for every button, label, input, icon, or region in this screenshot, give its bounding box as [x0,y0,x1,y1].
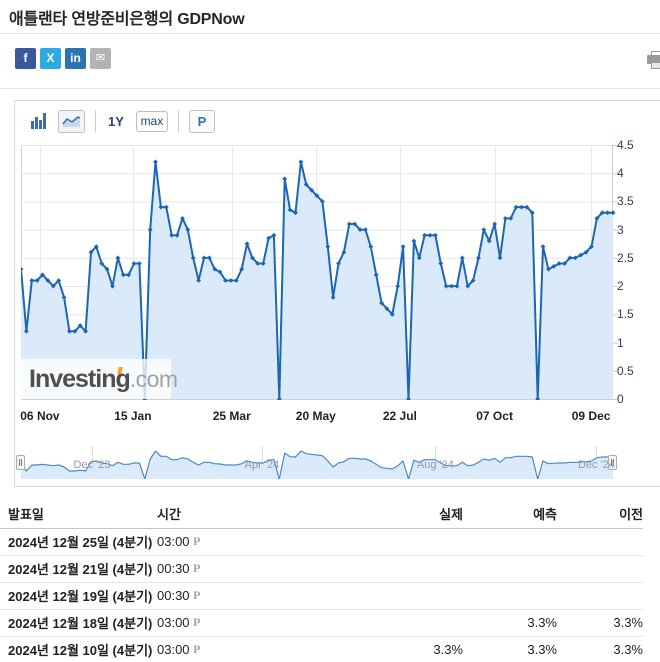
navigator-label: Dec '23 [73,459,111,471]
previous-value: 3.3% [557,636,643,662]
area-icon-glyph [62,115,81,127]
y-axis-label: 0 [617,392,624,406]
range-max-button[interactable]: max [135,110,168,132]
actual-value [300,555,463,583]
actual-value [300,582,463,610]
navigator-left-handle[interactable] [16,455,25,470]
y-axis-label: 3.5 [617,194,634,209]
investing-watermark: Investing .com [21,359,178,399]
print-icon-body [647,55,660,64]
y-axis-label: 1 [617,335,624,350]
previous-value [557,555,643,583]
preliminary-icon[interactable]: P [193,533,201,548]
navigator-right-handle[interactable] [608,455,617,470]
time-value: 00:30 [157,587,190,603]
range-1y-button[interactable]: 1Y [108,113,124,129]
preliminary-icon[interactable]: P [193,560,201,575]
forecast-value [463,528,557,556]
forecast-value: 3.3% [463,609,557,637]
preliminary-icon[interactable]: P [193,614,201,629]
y-axis-label: 1.5 [617,307,634,322]
chart-toolbar: 1Y max P [15,101,655,141]
table-header-row: 발표일 시간 실제 예측 이전 [0,500,643,529]
preliminary-filter-button[interactable]: P [188,109,215,133]
x-axis-label: 06 Nov [20,409,60,423]
gdpnow-area-chart[interactable] [21,145,619,400]
x-axis-label: 09 Dec [571,409,611,423]
x-axis-label: 15 Jan [114,409,152,423]
linkedin-share-icon[interactable]: in [65,48,86,69]
facebook-share-icon[interactable]: f [15,48,36,69]
time-value: 03:00 [157,614,190,630]
area-chart-type-icon[interactable] [58,109,85,133]
col-actual: 실제 [300,500,463,529]
calendar-table: 발표일 시간 실제 예측 이전 2024년 12월 25일 (4분기) 03:0… [0,500,643,662]
toolbar-separator [95,110,96,132]
navigator-mini-chart [20,446,613,480]
previous-value [557,528,643,556]
table-body: 2024년 12월 25일 (4분기) 03:00 P 2024년 12월 21… [0,528,643,662]
chart-container: 1Y max P Investing .com Dec '23 Apr '24 Au… [14,100,660,487]
x-axis-label: 22 Jul [382,409,417,423]
watermark-brand: Investing [29,364,131,393]
table-row: 2024년 12월 10일 (4분기) 03:00 P 3.3% 3.3% 3.… [0,636,643,662]
y-axis-label: 4 [617,166,624,181]
previous-value [557,582,643,610]
col-forecast: 예측 [463,500,557,529]
time-value: 00:30 [157,560,190,576]
x-axis-label: 07 Oct [476,409,513,423]
y-axis-label: 4.5 [617,138,634,152]
y-axis-label: 0.5 [617,363,634,378]
divider [0,33,660,34]
preliminary-icon[interactable]: P [193,587,201,602]
y-axis-label: 2 [617,279,624,294]
time-value: 03:00 [157,641,190,657]
col-time: 시간 [157,500,300,529]
twitter-share-icon[interactable]: X [40,48,61,69]
page-title: 애틀랜타 연방준비은행의 GDPNow [9,11,245,28]
print-icon-paper-out [651,62,660,69]
table-row: 2024년 12월 21일 (4분기) 00:30 P [0,555,643,583]
previous-value: 3.3% [557,609,643,637]
toolbar-separator [177,110,179,132]
col-previous: 이전 [557,500,643,529]
table-row: 2024년 12월 19일 (4분기) 00:30 P [0,582,643,610]
x-axis-label: 25 Mar [212,409,251,423]
actual-value [300,609,463,637]
actual-value: 3.3% [300,636,463,662]
col-release-date: 발표일 [0,500,157,529]
y-axis-label: 2.5 [617,250,634,265]
preliminary-icon[interactable]: P [193,641,201,656]
table-row: 2024년 12월 25일 (4분기) 03:00 P [0,528,643,556]
table-row: 2024년 12월 18일 (4분기) 03:00 P 3.3% 3.3% [0,609,643,637]
bar-chart-type-icon[interactable] [29,113,48,129]
print-icon[interactable] [647,51,660,70]
navigator-label: Aug '24 [416,459,454,471]
x-axis-label: 20 May [295,409,336,423]
time-value: 03:00 [157,533,190,549]
chart-navigator[interactable]: Dec '23 Apr '24 Aug '24 Dec '24 [16,446,617,480]
divider [0,88,660,89]
y-axis-label: 3 [617,222,624,237]
navigator-label: Apr '24 [244,459,280,471]
actual-value [300,528,463,556]
forecast-value [463,582,557,610]
forecast-value [463,555,557,583]
email-share-icon[interactable]: ✉ [90,48,111,69]
forecast-value: 3.3% [463,636,557,662]
navigator-label: Dec '24 [577,459,615,471]
watermark-suffix: .com [129,365,178,392]
